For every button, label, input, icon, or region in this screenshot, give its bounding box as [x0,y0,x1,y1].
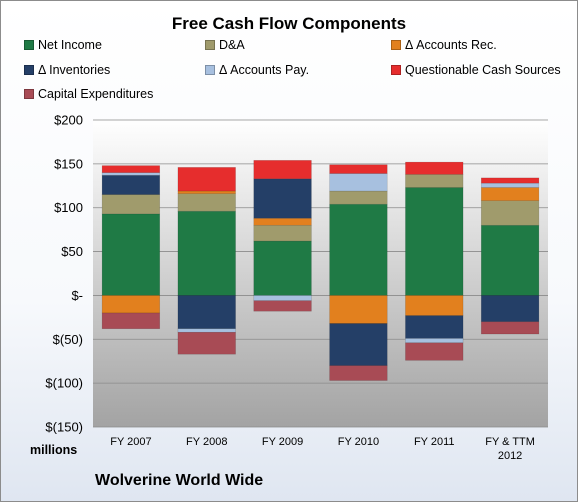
y-tick-label: $150 [54,156,83,171]
x-tick-label: FY 2011 [414,436,455,448]
bars [101,160,540,381]
plot-area [93,120,548,427]
bar-segment [177,331,236,355]
bar-segment [329,190,388,205]
bar-segment [253,160,312,180]
bar-segment [480,295,540,323]
bar-segment [480,200,540,226]
bar-segment [101,295,161,314]
legend-swatch [205,65,215,75]
y-tick-label: $50 [61,244,83,259]
legend-swatch [24,65,34,75]
bar-segment [329,164,388,174]
y-tick-label: $(100) [45,376,83,391]
x-tick-label: FY 2008 [186,436,227,448]
chart-title: Free Cash Flow Components [171,14,407,33]
legend-item: Questionable Cash Sources [391,63,561,77]
bar-segment [405,187,464,296]
legend-label: Δ Accounts Rec. [405,38,497,52]
x-tick-label: FY 2010 [338,436,379,448]
legend-item: Δ Inventories [24,63,110,77]
y-tick-label: $100 [54,200,83,215]
legend-item: Δ Accounts Rec. [391,38,497,52]
bar-segment [329,203,388,296]
bar-segment [253,295,312,301]
bar-segment [177,193,236,212]
bar-segment [177,210,236,296]
legend-item: Capital Expenditures [24,87,153,101]
bar-segment [101,213,161,296]
bar-segment [253,300,312,312]
legend-item: Δ Accounts Pay. [205,63,309,77]
y-axis: $(150) $(100) $(50) $- $50 $100 $150 $200 [45,113,83,435]
x-axis: FY 2007 FY 2008 FY 2009 FY 2010 FY 2011 FY & … [110,436,535,462]
x-tick-label: FY 2009 [262,436,303,448]
legend-label: Questionable Cash Sources [405,63,561,77]
y-tick-label: $(50) [53,332,83,347]
bar-segment [405,342,464,361]
bar-segment [177,328,236,333]
bar-segment [405,295,464,316]
legend-swatch [24,40,34,50]
bar-segment [177,295,236,330]
units-label: millions [30,443,78,457]
bar-segment [101,312,161,330]
bar-segment [480,177,540,184]
bar-segment [101,165,161,173]
legend-item: D&A [205,38,245,52]
bar-segment [177,190,236,194]
bar-segment [405,338,464,344]
legend-swatch [205,40,215,50]
bar-segment [480,224,540,296]
legend-label: Δ Accounts Pay. [219,63,310,77]
bar-segment [480,187,540,201]
bar-segment [253,217,312,226]
gridlines [93,119,548,428]
bar-segment [253,178,312,219]
bar-segment [405,174,464,188]
bar-segment [405,315,464,339]
bar-segment [405,161,464,175]
y-tick-label: $- [71,288,83,303]
bar-segment [329,295,388,324]
bar-segment [329,365,388,381]
legend-label: Δ Inventories [38,63,111,77]
legend-swatch [391,65,401,75]
company-name: Wolverine World Wide [95,472,264,489]
legend-swatch [391,40,401,50]
bar-segment [253,224,312,242]
y-tick-label: $200 [54,113,83,128]
bar-segment [101,174,161,195]
bar-segment [329,173,388,192]
bar-segment [329,323,388,366]
legend-label: D&A [219,38,245,52]
x-tick-label: FY & TTM 2012 [485,436,535,462]
legend-label: Net Income [38,38,102,52]
y-tick-label: $(150) [45,420,83,435]
bar-segment [101,172,161,176]
bar-segment [101,194,161,215]
x-tick-label: FY 2007 [110,436,151,448]
bar-segment [480,182,540,188]
bar-segment [253,240,312,296]
bar-segment [177,167,236,192]
legend-item: Net Income [24,38,102,52]
bar-segment [480,321,540,335]
legend-swatch [24,89,34,99]
legend-label: Capital Expenditures [38,87,154,101]
